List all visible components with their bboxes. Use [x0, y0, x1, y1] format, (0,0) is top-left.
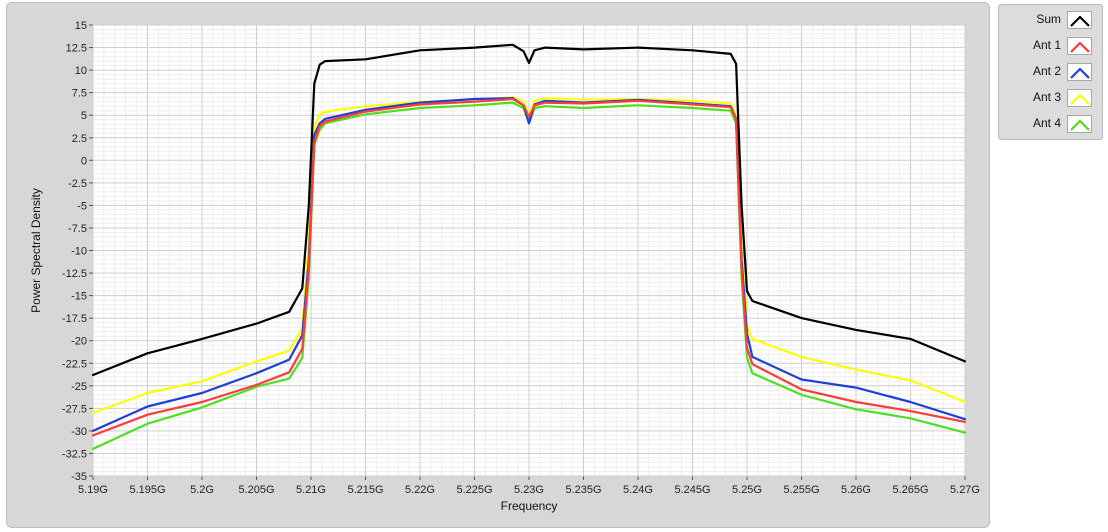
legend-label: Ant 3 — [1032, 90, 1061, 104]
legend-item: Ant 2 — [999, 59, 1104, 85]
legend-item: Ant 3 — [999, 85, 1104, 111]
x-tick-label: 5.215G — [347, 484, 383, 496]
y-tick-label: -17.5 — [62, 313, 87, 325]
x-axis-title: Frequency — [501, 499, 558, 513]
y-tick-label: 0 — [81, 155, 87, 167]
y-tick-label: -20 — [71, 336, 87, 348]
series-line-ant-3 — [91, 96, 967, 414]
x-tick-label: 5.21G — [296, 484, 326, 496]
y-axis-title: Power Spectral Density — [29, 188, 43, 313]
series-line-ant-2 — [91, 96, 967, 432]
x-tick-label: 5.245G — [674, 484, 710, 496]
x-tick-label: 5.27G — [950, 484, 980, 496]
y-tick-label: -30 — [71, 426, 87, 438]
x-tick-label: 5.22G — [405, 484, 435, 496]
y-tick-label: 15 — [75, 20, 87, 32]
legend-item: Ant 1 — [999, 33, 1104, 59]
y-tick-label: -7.5 — [68, 223, 87, 235]
legend-item: Sum — [999, 7, 1104, 33]
legend-swatch — [1067, 37, 1092, 55]
legend-label: Ant 4 — [1032, 116, 1061, 130]
y-tick-label: -2.5 — [68, 178, 87, 190]
y-tick-label: 12.5 — [66, 43, 87, 55]
y-tick-label: 10 — [75, 65, 87, 77]
legend-item: Ant 4 — [999, 111, 1104, 137]
legend-swatch — [1067, 89, 1092, 107]
x-tick-label: 5.23G — [514, 484, 544, 496]
y-tick-label: -10 — [71, 246, 87, 258]
legend-label: Ant 2 — [1032, 64, 1061, 78]
y-tick-label: -15 — [71, 291, 87, 303]
x-tick-label: 5.255G — [783, 484, 819, 496]
legend-swatch — [1067, 115, 1092, 133]
x-tick-label: 5.205G — [238, 484, 274, 496]
legend: Sum Ant 1 Ant 2 Ant 3 Ant 4 — [998, 4, 1103, 140]
x-tick-label: 5.19G — [78, 484, 108, 496]
legend-label: Sum — [1036, 12, 1061, 26]
x-tick-label: 5.265G — [892, 484, 928, 496]
legend-swatch — [1067, 11, 1092, 29]
y-tick-label: 7.5 — [72, 88, 87, 100]
y-tick-label: -12.5 — [62, 268, 87, 280]
legend-swatch — [1067, 63, 1092, 81]
x-tick-label: 5.2G — [190, 484, 214, 496]
legend-label: Ant 1 — [1032, 38, 1061, 52]
series-line-sum — [91, 43, 967, 377]
y-tick-label: 2.5 — [72, 133, 87, 145]
x-tick-label: 5.24G — [623, 484, 653, 496]
y-tick-label: -35 — [71, 471, 87, 483]
y-tick-label: -25 — [71, 381, 87, 393]
x-tick-label: 5.195G — [129, 484, 165, 496]
y-tick-label: -32.5 — [62, 448, 87, 460]
y-tick-label: -27.5 — [62, 403, 87, 415]
y-tick-label: -5 — [77, 200, 87, 212]
x-tick-label: 5.25G — [732, 484, 762, 496]
x-tick-label: 5.26G — [841, 484, 871, 496]
series-line-ant-1 — [91, 97, 967, 437]
y-tick-label: -22.5 — [62, 358, 87, 370]
x-tick-label: 5.235G — [565, 484, 601, 496]
x-tick-label: 5.225G — [456, 484, 492, 496]
y-tick-label: 5 — [81, 110, 87, 122]
